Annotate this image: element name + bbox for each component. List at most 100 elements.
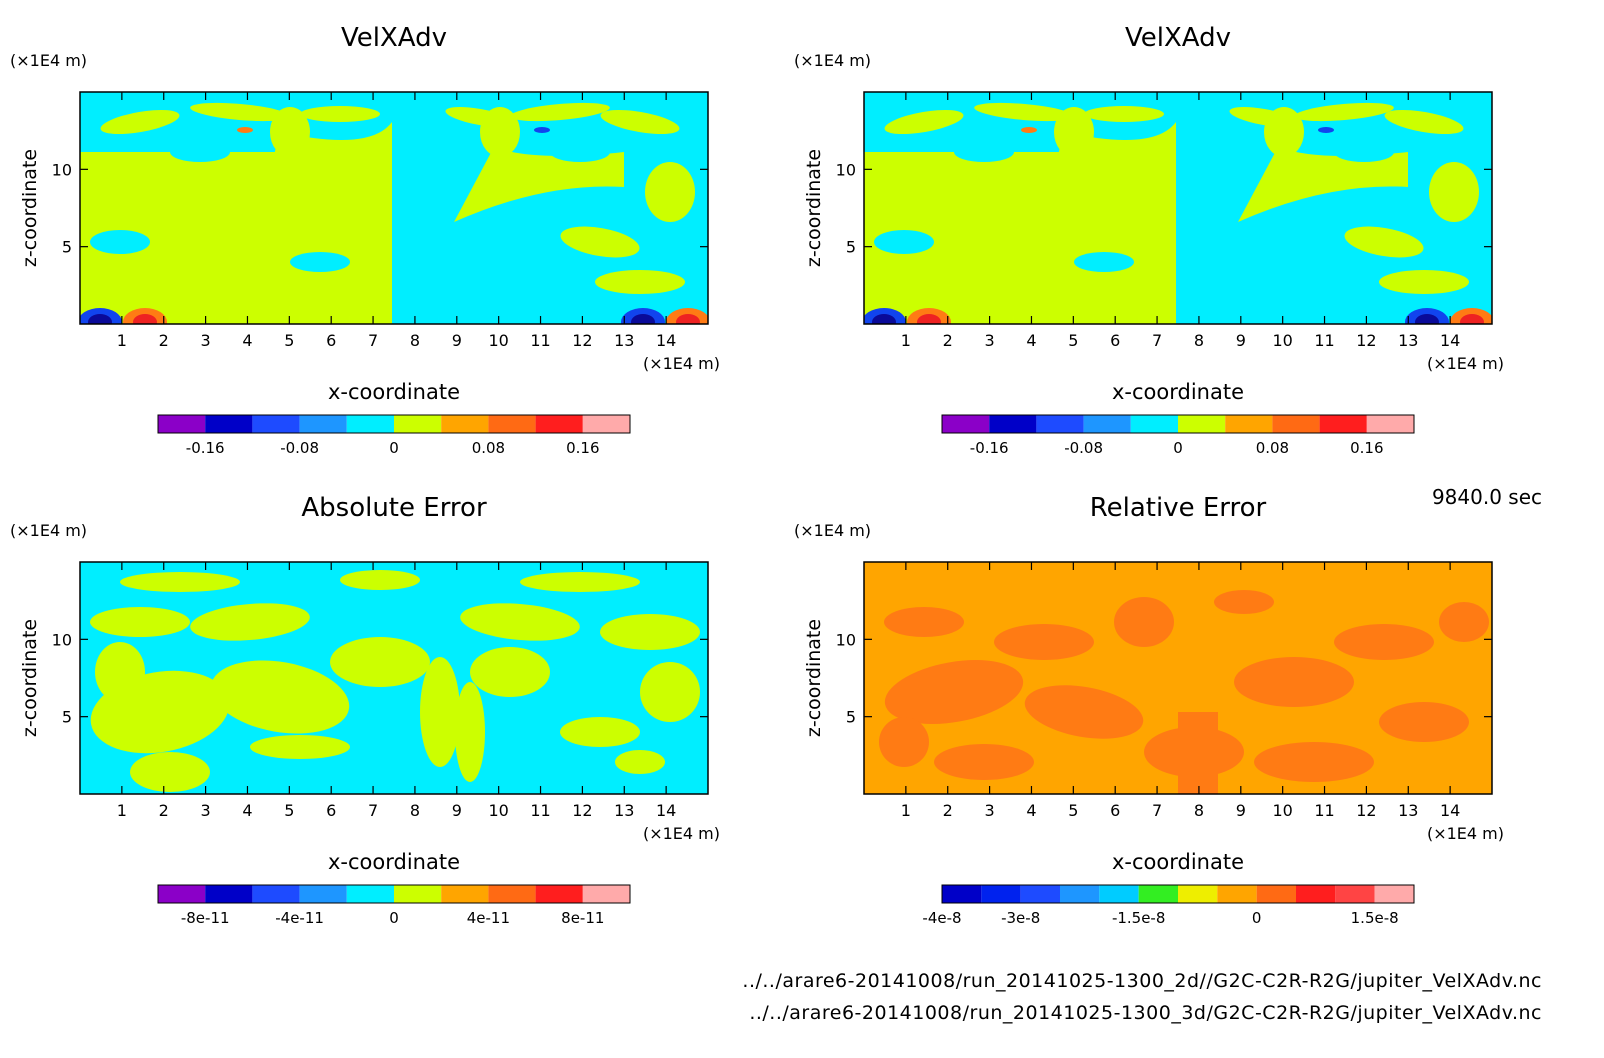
plot-frame (79, 561, 709, 795)
y-unit-label: (×1E4 m) (794, 521, 871, 540)
time-label: 9840.0 sec (1431, 485, 1542, 509)
x-tick-label: 2 (943, 331, 953, 350)
colorbar-tick-label: 8e-11 (561, 909, 604, 927)
colorbar-tick-label: 0.16 (566, 439, 599, 457)
colorbar-tick-label: -3e-8 (1001, 909, 1040, 927)
colorbar-swatch (252, 415, 300, 433)
contour-region (230, 122, 392, 324)
colorbar-swatch (1020, 885, 1060, 903)
contour-region (1294, 102, 1394, 122)
x-tick-label: 3 (201, 331, 211, 350)
colorbar-tick-label: 0.08 (472, 439, 505, 457)
x-tick-label: 1 (117, 801, 127, 820)
x-tick-label: 14 (656, 801, 676, 820)
contour-region (170, 142, 230, 162)
y-tick-label: 5 (62, 238, 72, 257)
contour-region (874, 230, 934, 254)
contour-region (95, 642, 145, 702)
colorbar-swatch (535, 885, 583, 903)
colorbar-tick-label: 0 (389, 909, 399, 927)
contour-region (1254, 742, 1374, 782)
contour-region (917, 314, 941, 324)
y-tick-label: 10 (52, 160, 72, 179)
x-tick-label: 10 (1272, 801, 1292, 820)
file-path-3d: ../../arare6-20141008/run_20141025-1300_… (749, 1002, 1542, 1024)
contour-region (904, 260, 984, 284)
x-tick-label: 6 (326, 331, 336, 350)
contour-region (1434, 240, 1492, 264)
colorbar-swatch (158, 415, 206, 433)
contour-region (85, 162, 135, 222)
x-tick-label: 12 (1356, 331, 1376, 350)
contour-region (90, 230, 150, 254)
contour-region (435, 242, 485, 262)
x-tick-label: 1 (117, 331, 127, 350)
colorbar-tick-label: 1.5e-8 (1351, 909, 1399, 927)
contour-region (210, 660, 350, 734)
contour-region (100, 109, 180, 135)
x-tick-label: 6 (326, 801, 336, 820)
x-tick-label: 3 (985, 801, 995, 820)
plot-frame (863, 561, 1493, 795)
plot-area (864, 562, 1492, 794)
contour-region (1024, 685, 1144, 739)
colorbar-tick-label: 4e-11 (467, 909, 510, 927)
x-unit-label: (×1E4 m) (643, 824, 720, 843)
contour-region (520, 572, 640, 592)
contour-region (250, 735, 350, 759)
contour-region (650, 240, 708, 264)
chart-title: Absolute Error (301, 493, 487, 523)
chart-title: VelXAdv (1125, 23, 1231, 53)
colorbar-swatch (942, 885, 982, 903)
y-axis-label: z-coordinate (803, 619, 825, 737)
contour-region (1234, 657, 1354, 707)
x-tick-label: 2 (159, 801, 169, 820)
contour-region (1178, 712, 1218, 794)
contour-region (1074, 252, 1134, 272)
contour-region (1054, 107, 1094, 157)
x-tick-label: 10 (1272, 331, 1292, 350)
file-path-2d: ../../arare6-20141008/run_20141025-1300_… (742, 970, 1542, 992)
y-axis-label: z-coordinate (803, 149, 825, 267)
x-axis-label: x-coordinate (328, 850, 460, 874)
colorbar-swatch (158, 885, 206, 903)
contour-region (1238, 147, 1408, 222)
contour-region (1219, 242, 1269, 262)
plot-area (80, 92, 708, 324)
contour-region (340, 570, 420, 590)
contour-region (237, 127, 253, 133)
colorbar-tick-label: 0.16 (1350, 439, 1383, 457)
x-tick-label: 11 (530, 801, 550, 820)
contour-region (550, 142, 610, 162)
x-tick-label: 12 (572, 801, 592, 820)
colorbar-swatch (205, 885, 253, 903)
x-tick-label: 9 (1236, 801, 1246, 820)
x-tick-label: 5 (1068, 801, 1078, 820)
x-tick-label: 8 (1194, 801, 1204, 820)
colorbar-swatch (1256, 885, 1296, 903)
colorbar-swatch (441, 885, 489, 903)
contour-region (595, 270, 685, 294)
x-tick-label: 14 (1440, 801, 1460, 820)
x-tick-label: 9 (1236, 331, 1246, 350)
x-axis-label: x-coordinate (1112, 850, 1244, 874)
x-tick-label: 12 (1356, 801, 1376, 820)
contour-region (924, 216, 1004, 248)
x-tick-label: 11 (1314, 801, 1334, 820)
x-tick-label: 6 (1110, 331, 1120, 350)
contour-region (645, 162, 695, 222)
contour-region (934, 744, 1034, 780)
colorbar-swatch (1272, 415, 1320, 433)
y-tick-label: 10 (836, 630, 856, 649)
x-tick-label: 5 (1068, 331, 1078, 350)
colorbar-tick-label: 0 (1252, 909, 1262, 927)
colorbar-swatch (582, 415, 630, 433)
colorbar-swatch (942, 415, 990, 433)
contour-region (1344, 226, 1424, 258)
colorbar-swatch (394, 885, 442, 903)
colorbar-frame (941, 884, 1415, 904)
contour-region (1384, 109, 1464, 135)
x-tick-label: 14 (656, 331, 676, 350)
